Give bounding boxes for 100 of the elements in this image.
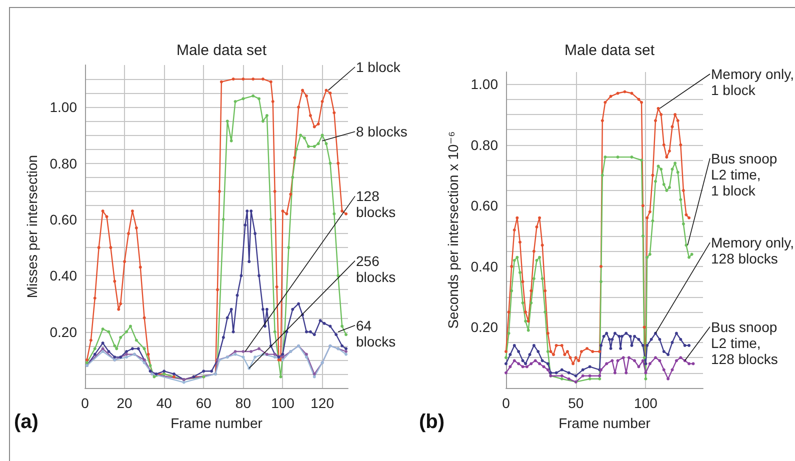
point <box>674 113 677 116</box>
point <box>148 370 152 373</box>
point <box>117 308 120 311</box>
point <box>299 134 302 137</box>
point <box>609 94 612 98</box>
point <box>534 359 537 362</box>
point <box>242 97 245 100</box>
point <box>265 308 268 311</box>
point <box>521 365 524 368</box>
point <box>637 98 640 101</box>
point <box>609 347 612 350</box>
x-tick-label: 80 <box>235 395 252 411</box>
point <box>312 144 316 148</box>
point <box>524 362 528 366</box>
point <box>312 372 316 376</box>
point <box>172 375 176 378</box>
point <box>528 353 532 356</box>
point <box>662 350 666 354</box>
point <box>512 228 516 232</box>
point <box>252 94 255 98</box>
point <box>125 352 128 356</box>
point <box>574 374 578 378</box>
point <box>546 332 550 335</box>
point <box>658 338 662 341</box>
point <box>630 92 634 95</box>
x-axis-title: Frame number <box>558 415 651 431</box>
point <box>580 350 583 354</box>
point <box>616 92 620 95</box>
point <box>666 377 670 380</box>
line-series <box>504 356 695 384</box>
point <box>279 375 282 378</box>
point <box>604 100 607 104</box>
point <box>641 204 644 208</box>
point <box>297 106 300 109</box>
point <box>344 333 348 336</box>
point <box>651 219 654 222</box>
point <box>658 359 662 362</box>
point <box>525 365 528 368</box>
point <box>134 226 138 230</box>
point <box>605 332 608 335</box>
point <box>101 350 104 353</box>
point <box>613 332 616 335</box>
point <box>588 374 592 378</box>
point <box>540 244 544 247</box>
point <box>605 362 608 366</box>
point <box>125 356 128 359</box>
point <box>646 216 649 220</box>
point <box>254 356 257 359</box>
point <box>328 92 332 95</box>
point <box>644 371 648 374</box>
point <box>512 258 516 262</box>
point <box>623 90 626 94</box>
point <box>128 324 132 328</box>
annotation: Memory only, 128 blocks <box>711 234 794 267</box>
point <box>654 356 657 360</box>
point <box>93 347 96 350</box>
point <box>538 362 542 366</box>
point <box>210 370 214 373</box>
point <box>93 352 96 356</box>
x-axis-title: Frame number <box>170 415 263 431</box>
point <box>690 252 694 256</box>
annotation: 256 blocks <box>356 252 396 285</box>
point <box>616 359 620 362</box>
point <box>336 162 340 165</box>
point <box>670 168 674 171</box>
point <box>324 142 328 146</box>
point <box>581 374 584 378</box>
point <box>628 334 632 338</box>
point <box>261 308 264 311</box>
chart-title: Male data set <box>176 42 268 59</box>
point <box>336 274 340 278</box>
point <box>627 356 630 360</box>
point <box>549 371 552 374</box>
point <box>517 362 520 366</box>
point <box>340 324 344 328</box>
point <box>328 162 332 165</box>
point <box>532 250 536 253</box>
point <box>281 356 284 359</box>
point <box>630 344 634 347</box>
point <box>125 330 128 334</box>
point <box>154 372 158 376</box>
y-tick-label: 0.80 <box>50 155 78 172</box>
point <box>246 210 249 213</box>
point <box>508 365 512 368</box>
point <box>301 88 304 92</box>
y-axis-title: Seconds per intersection x 10⁻⁶ <box>444 131 461 329</box>
point <box>510 289 514 292</box>
point <box>651 174 654 177</box>
annotation: Bus snoop L2 time, 1 block <box>711 150 778 198</box>
x-tick-label: 50 <box>568 395 584 411</box>
point <box>101 328 104 331</box>
point <box>85 358 88 362</box>
point <box>682 222 685 226</box>
point <box>560 374 564 378</box>
point <box>316 142 320 146</box>
point <box>536 350 540 354</box>
y-tick-label: 0.20 <box>470 319 498 336</box>
point <box>620 334 624 338</box>
point <box>670 368 674 372</box>
point <box>273 356 276 359</box>
